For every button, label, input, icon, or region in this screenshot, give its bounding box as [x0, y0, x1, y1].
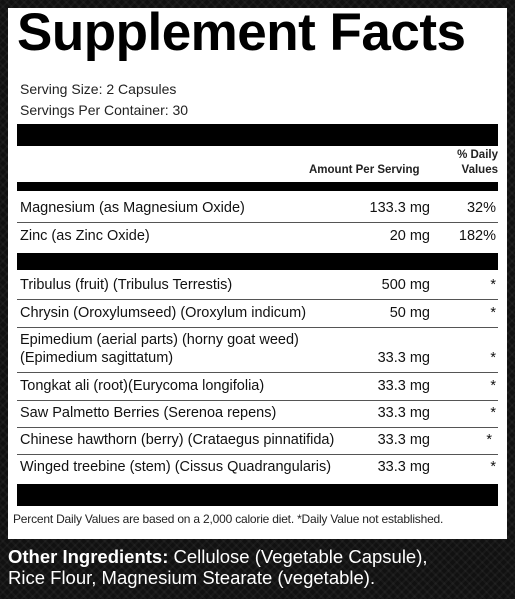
ingredient-name: Winged treebine (stem) (Cissus Quadrangu…: [20, 459, 332, 475]
ingredient-dv: *: [486, 432, 492, 448]
ingredient-dv: *: [490, 350, 496, 366]
ingredient-amount: 500 mg: [381, 277, 430, 293]
ingredient-amount: 33.3 mg: [377, 350, 430, 366]
ingredient-dv: *: [490, 277, 496, 293]
panel-title: Supplement Facts: [17, 3, 466, 62]
nutrient-amount: 20 mg: [389, 228, 430, 244]
nutrient-dv: 32%: [466, 200, 496, 216]
daily-value-footnote: Percent Daily Values are based on a 2,00…: [13, 512, 444, 526]
servings-per-container: Servings Per Container: 30: [20, 102, 189, 118]
ingredient-amount: 33.3 mg: [377, 459, 430, 475]
row-divider: [17, 299, 498, 300]
ingredient-name: Chrysin (Oroxylumseed) (Oroxylum indicum…: [20, 305, 307, 321]
ingredient-name: Epimedium (aerial parts) (horny goat wee…: [20, 332, 299, 348]
supplement-facts-panel: Supplement Facts Serving Size: 2 Capsule…: [8, 3, 507, 539]
other-ingredients-line1: Cellulose (Vegetable Capsule),: [168, 546, 428, 567]
ingredient-amount: 33.3 mg: [377, 432, 430, 448]
ingredient-name: Tongkat ali (root)(Eurycoma longifolia): [20, 378, 265, 394]
ingredient-name: Tribulus (fruit) (Tribulus Terrestis): [20, 277, 233, 293]
ingredient-dv: *: [490, 405, 496, 421]
thick-divider-bottom: [17, 484, 498, 506]
thick-divider-top: [17, 124, 498, 146]
ingredient-amount: 50 mg: [389, 305, 430, 321]
amount-per-serving-header: Amount Per Serving: [309, 164, 420, 176]
nutrient-dv: 182%: [458, 228, 496, 244]
ingredient-name: Chinese hawthorn (berry) (Crataegus pinn…: [20, 432, 335, 448]
row-divider: [17, 372, 498, 373]
nutrient-name: Magnesium (as Magnesium Oxide): [20, 200, 245, 216]
ingredient-dv: *: [490, 378, 496, 394]
nutrient-amount: 133.3 mg: [369, 200, 430, 216]
row-divider: [17, 400, 498, 401]
medium-divider-1: [17, 182, 498, 191]
row-divider: [17, 427, 498, 428]
ingredient-name-line2: (Epimedium sagittatum): [20, 350, 174, 366]
ingredient-dv: *: [490, 305, 496, 321]
row-divider: [17, 222, 498, 223]
serving-size: Serving Size: 2 Capsules: [20, 81, 177, 97]
other-ingredients-line2: Rice Flour, Magnesium Stearate (vegetabl…: [8, 567, 376, 588]
ingredient-amount: 33.3 mg: [377, 378, 430, 394]
row-divider: [17, 327, 498, 328]
nutrient-name: Zinc (as Zinc Oxide): [20, 228, 150, 244]
ingredient-name: Saw Palmetto Berries (Serenoa repens): [20, 405, 277, 421]
ingredient-amount: 33.3 mg: [377, 405, 430, 421]
daily-values-header-line1: % Daily: [457, 149, 498, 161]
other-ingredients-label: Other Ingredients:: [8, 546, 169, 567]
row-divider: [17, 454, 498, 455]
daily-values-header-line2: Values: [461, 164, 498, 176]
other-ingredients: Other Ingredients: Cellulose (Vegetable …: [8, 546, 513, 588]
thick-divider-middle: [17, 253, 498, 270]
ingredient-dv: *: [490, 459, 496, 475]
